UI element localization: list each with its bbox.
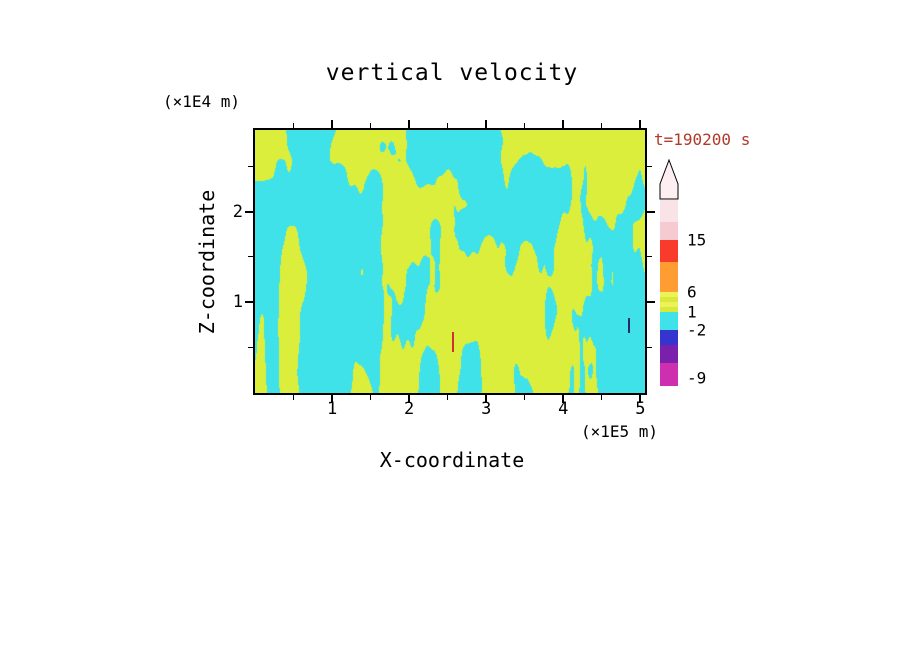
x-major-tick [331,395,334,403]
y-minor-tick-right [647,347,652,349]
x-minor-tick [601,395,603,400]
x-minor-tick-top [524,123,526,128]
plot-area [253,128,647,395]
colorbar-label: 1 [687,302,697,322]
colorbar-segment [660,200,678,222]
colorbar-segment [660,302,678,307]
y-minor-tick [248,165,253,167]
y-minor-tick [248,347,253,349]
x-axis-title: X-coordinate [379,448,525,472]
colorbar-segment [660,292,678,297]
y-major-tick-right [647,301,655,304]
y-major-tick [245,301,253,304]
colorbar-label: -9 [687,368,707,388]
x-axis-unit-label: (×1E5 m) [580,422,658,441]
y-axis-unit-label: (×1E4 m) [163,92,241,111]
timestamp: t=190200 s [654,130,751,149]
x-major-tick [485,395,488,403]
colorbar-segment [660,262,678,292]
x-tick-label: 1 [326,399,338,419]
colorbar-label: 6 [687,282,697,302]
x-tick-label: 3 [481,399,492,419]
y-tick-label: 1 [232,292,243,313]
x-minor-tick [293,395,295,400]
x-minor-tick-top [370,123,372,128]
x-tick-label: 2 [404,399,415,419]
x-major-tick-top [562,120,565,128]
x-major-tick [408,395,411,403]
chart-title: vertical velocity [325,60,579,86]
colorbar: 15 6 1 -2 -9 [659,158,729,408]
y-major-tick-right [647,210,655,213]
colorbar-segment [660,312,678,330]
colorbar-segment [660,330,678,345]
y-minor-tick-right [647,165,652,167]
x-major-tick-top [485,120,488,128]
colorbar-segment [660,363,678,386]
x-major-tick-top [408,120,411,128]
y-axis-title: Z-coordinate [195,189,219,335]
y-minor-tick [248,256,253,258]
colorbar-label: 15 [687,230,707,250]
colorbar-scale [660,200,678,386]
x-minor-tick-top [601,123,603,128]
x-major-tick-top [639,120,642,128]
x-minor-tick [447,395,449,400]
colorbar-segment [660,307,678,312]
x-major-tick [562,395,565,403]
colorbar-segment [660,240,678,262]
x-minor-tick [370,395,372,400]
x-major-tick-top [331,120,334,128]
x-minor-tick-top [447,123,449,128]
red-streak-mark [452,332,454,352]
y-major-tick [245,210,253,213]
x-minor-tick [524,395,526,400]
colorbar-segment [660,222,678,240]
colorbar-segment [660,297,678,302]
velocity-field-canvas [255,130,645,393]
dark-streak-mark [628,318,630,333]
colorbar-overflow-arrow-icon [659,158,679,200]
colorbar-segment [660,345,678,363]
x-major-tick [639,395,642,403]
y-tick-label: 2 [232,201,243,222]
colorbar-label: -2 [687,320,707,340]
x-tick-label: 5 [635,399,646,419]
x-tick-label: 4 [558,399,569,419]
x-minor-tick-top [293,123,295,128]
y-minor-tick-right [647,256,652,258]
